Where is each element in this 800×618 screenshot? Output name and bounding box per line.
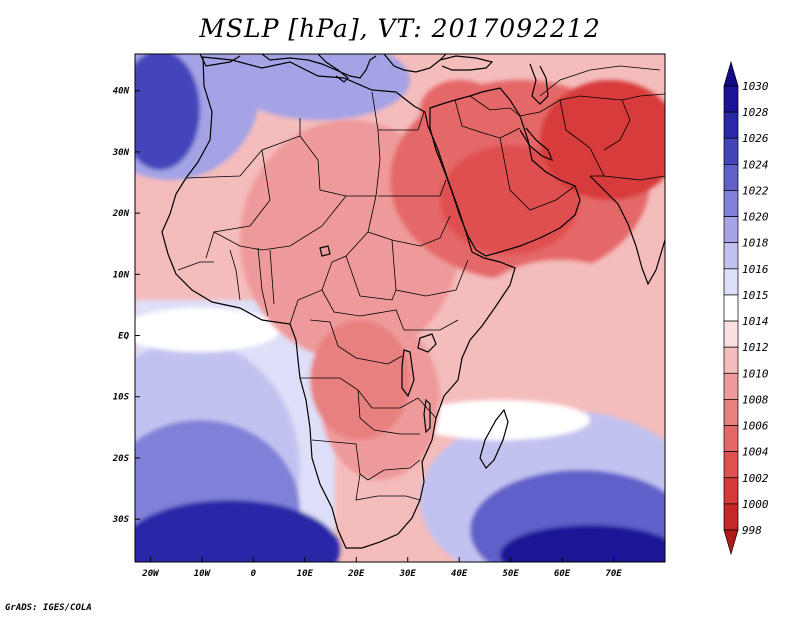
x-tick-label: 60E [554,569,571,579]
pressure-region-10 [135,54,200,170]
colorbar-swatch [723,85,739,113]
colorbar-label: 1026 [742,132,769,145]
axes: 20W 10W 0 10E 20E 30E 40E 50E 60E 70E 40N 30N 20N 10N… [112,87,623,579]
colorbar-label: 1014 [742,315,769,328]
colorbar-swatch [723,111,739,139]
chart-title: MSLP [hPa], VT: 2017092212 [199,14,601,43]
madagascar-coastline [479,408,509,469]
pressure-region-19 [420,80,500,140]
colorbar-swatch [723,216,739,244]
colorbar-swatch [723,477,739,505]
x-tick-label: 20E [347,569,365,579]
colorbar-label: 1018 [742,237,769,250]
colorbar-label: 1015 [742,289,769,302]
persian-gulf-coastline [519,127,554,162]
lake-victoria [417,333,437,353]
colorbar-swatch [723,451,739,479]
colorbar-label: 1028 [742,106,769,119]
colorbar-swatch [723,294,739,322]
colorbar-label: 1020 [742,211,769,224]
colorbar-swatch [723,425,739,452]
pressure-region-15 [310,320,410,440]
colorbar-swatch [723,190,739,217]
colorbar-swatch [723,399,739,426]
pressure-region-9 [230,54,410,120]
colorbar-label: 1000 [742,498,769,511]
y-tick-label: 30S [112,515,130,525]
pressure-region-18 [540,80,665,200]
colorbar-swatch [723,320,739,348]
colorbar-label: 1008 [742,393,769,406]
colorbar-label: 1012 [742,341,769,354]
colorbar-min-triangle [723,529,739,556]
colorbar-swatch [723,346,739,374]
x-tick-label: 10W [194,569,212,579]
colorbar-label: 1010 [742,367,769,380]
y-tick-label: 10N [113,270,130,280]
pressure-region-20 [470,260,650,380]
y-tick-label: 20S [112,454,130,464]
arabia-asia-coastline [429,87,581,257]
colorbar-max-triangle [723,60,739,87]
y-tick-label: EQ [118,332,129,342]
colorbar-label: 1004 [742,446,769,459]
black-sea-coastline [439,55,494,71]
colorbar-label: 998 [742,524,762,537]
y-tick-label: 20N [112,209,130,219]
x-tick-label: 30E [399,569,417,579]
y-tick-label: 40N [113,87,130,97]
y-tick-label: 30N [112,148,130,158]
pressure-field [135,54,665,562]
colorbar-swatch [723,372,739,400]
plot-frame [134,53,666,563]
india-coastline [589,175,665,286]
colorbar: 1030 1028 1026 1024 1022 1020 1018 1016 1015 1014… [723,60,769,556]
grads-credit: GrADS: IGES/COLA [5,603,92,613]
pressure-region-17 [440,145,580,255]
lake-tanganyika [401,349,415,398]
border-lines [177,91,469,501]
colorbar-swatch [723,137,739,165]
x-tick-label: 40E [451,569,468,579]
x-tick-label: 0 [251,569,257,579]
x-tick-label: 50E [502,569,519,579]
colorbar-label: 1024 [742,158,769,171]
lake-malawi [423,398,431,434]
italy-coastline [317,54,349,83]
asia-border-lines [454,65,665,211]
pressure-region-12 [410,400,590,440]
colorbar-label: 1006 [742,420,769,433]
colorbar-swatch [723,242,739,270]
pressure-region-4 [135,500,340,562]
colorbar-swatch [723,164,739,191]
colorbar-label: 1002 [742,472,769,485]
colorbar-swatch [723,268,739,296]
colorbar-swatch [723,503,739,531]
x-tick-label: 10E [297,569,314,579]
pressure-region-11 [135,308,280,352]
x-tick-label: 20W [141,569,160,579]
pressure-region-7 [500,525,665,562]
y-tick-label: 10S [113,393,130,403]
lake-chad [319,245,331,257]
colorbar-label: 1030 [742,80,769,93]
colorbar-label: 1022 [742,184,769,197]
x-tick-label: 70E [605,569,622,579]
country-borders [177,65,665,501]
caspian-coastline [529,63,549,105]
colorbar-label: 1016 [742,263,769,276]
